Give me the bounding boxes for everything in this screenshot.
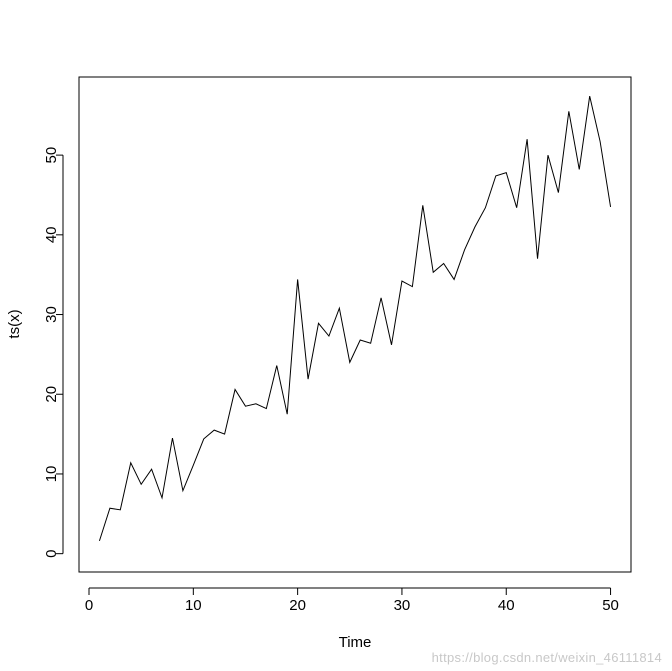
plot-box [78, 76, 632, 573]
x-tick-label: 0 [85, 597, 93, 614]
x-tick-label: 50 [602, 597, 619, 614]
y-axis: 0 10 20 30 40 50 [43, 147, 64, 558]
y-tick-label: 10 [43, 466, 60, 483]
series-line [98, 96, 612, 542]
x-axis: 0 10 20 30 40 50 [85, 587, 619, 614]
y-tick-label: 30 [43, 306, 60, 323]
y-tick-label: 50 [43, 147, 60, 164]
x-axis-title: Time [339, 634, 372, 651]
y-tick-label: 40 [43, 226, 60, 243]
watermark: https://blog.csdn.net/weixin_46111814 [431, 650, 662, 665]
y-tick-label: 0 [43, 549, 60, 557]
x-tick-label: 10 [185, 597, 202, 614]
x-tick-label: 30 [394, 597, 411, 614]
y-tick-label: 20 [43, 386, 60, 403]
x-tick-label: 20 [289, 597, 306, 614]
y-axis-title: ts(x) [6, 309, 23, 338]
x-tick-label: 40 [498, 597, 515, 614]
